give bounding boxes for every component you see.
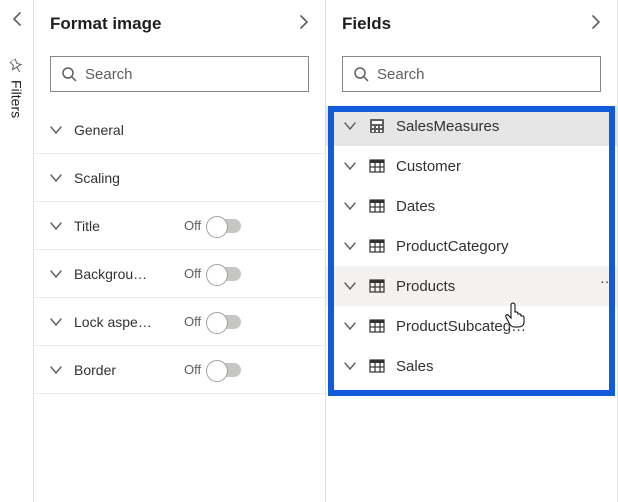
chevron-down-icon (344, 320, 358, 332)
chevron-down-icon (344, 280, 358, 292)
border-toggle[interactable]: Off (184, 362, 241, 377)
format-item-label: Lock aspe… (74, 314, 174, 330)
chevron-down-icon (50, 172, 64, 184)
format-items-list: General Scaling Title Off Backgrou… Off … (34, 106, 325, 394)
field-item-salesmeasures[interactable]: SalesMeasures (326, 106, 617, 146)
field-item-customer[interactable]: Customer (326, 146, 617, 186)
field-item-dates[interactable]: Dates (326, 186, 617, 226)
field-item-productcategory[interactable]: ProductCategory (326, 226, 617, 266)
cursor-hand-icon (504, 302, 526, 331)
toggle-switch-icon (207, 219, 241, 233)
pin-icon (7, 57, 26, 78)
format-panel: Format image General Scaling Title Off (34, 0, 326, 502)
format-item-border[interactable]: Border Off (34, 346, 325, 394)
toggle-state-text: Off (184, 266, 201, 281)
toggle-switch-icon (207, 267, 241, 281)
format-item-label: Border (74, 362, 174, 378)
chevron-down-icon (50, 268, 64, 280)
fields-panel: Fields ... SalesMeasures Customer (326, 0, 618, 502)
chevron-down-icon (344, 160, 358, 172)
left-rail: Filters (0, 0, 34, 502)
chevron-down-icon (344, 240, 358, 252)
measure-table-icon (368, 117, 386, 135)
format-search-box[interactable] (50, 56, 309, 92)
filters-tab[interactable]: Filters (9, 59, 25, 118)
fields-panel-title: Fields (342, 14, 391, 34)
lock-aspect-toggle[interactable]: Off (184, 314, 241, 329)
format-item-background[interactable]: Backgrou… Off (34, 250, 325, 298)
collapse-panel-icon[interactable] (591, 15, 601, 33)
field-item-label: Sales (396, 358, 434, 375)
search-icon (353, 66, 369, 82)
collapse-chevron-icon[interactable] (12, 12, 22, 31)
fields-search-box[interactable] (342, 56, 601, 92)
format-item-title[interactable]: Title Off (34, 202, 325, 250)
chevron-down-icon (344, 360, 358, 372)
field-item-productsubcategory[interactable]: ProductSubcateg… (326, 306, 617, 346)
table-icon (368, 357, 386, 375)
toggle-state-text: Off (184, 218, 201, 233)
format-item-label: Scaling (74, 170, 309, 186)
chevron-down-icon (50, 220, 64, 232)
fields-search-row (326, 48, 617, 106)
field-item-label: Dates (396, 198, 435, 215)
format-panel-title: Format image (50, 14, 161, 34)
format-panel-header: Format image (34, 0, 325, 48)
field-item-products[interactable]: Products (326, 266, 617, 306)
toggle-state-text: Off (184, 314, 201, 329)
field-item-label: SalesMeasures (396, 118, 499, 135)
search-icon (61, 66, 77, 82)
format-item-general[interactable]: General (34, 106, 325, 154)
chevron-down-icon (50, 316, 64, 328)
fields-table-list: ... SalesMeasures Customer Dates (326, 106, 617, 386)
format-item-label: Title (74, 218, 174, 234)
chevron-down-icon (50, 364, 64, 376)
format-search-row (34, 48, 325, 106)
format-search-input[interactable] (85, 66, 298, 83)
format-item-scaling[interactable]: Scaling (34, 154, 325, 202)
field-item-label: Customer (396, 158, 461, 175)
more-options-icon[interactable]: ... (600, 270, 615, 286)
table-icon (368, 317, 386, 335)
field-item-sales[interactable]: Sales (326, 346, 617, 386)
table-icon (368, 197, 386, 215)
toggle-state-text: Off (184, 362, 201, 377)
table-icon (368, 157, 386, 175)
format-item-lock-aspect[interactable]: Lock aspe… Off (34, 298, 325, 346)
chevron-down-icon (344, 120, 358, 132)
toggle-switch-icon (207, 315, 241, 329)
table-icon (368, 277, 386, 295)
table-icon (368, 237, 386, 255)
format-item-label: Backgrou… (74, 266, 174, 282)
title-toggle[interactable]: Off (184, 218, 241, 233)
chevron-down-icon (344, 200, 358, 212)
field-item-label: ProductCategory (396, 238, 509, 255)
toggle-switch-icon (207, 363, 241, 377)
filters-label: Filters (9, 80, 25, 118)
format-item-label: General (74, 122, 309, 138)
background-toggle[interactable]: Off (184, 266, 241, 281)
fields-search-input[interactable] (377, 66, 590, 83)
field-item-label: Products (396, 278, 455, 295)
fields-panel-header: Fields (326, 0, 617, 48)
collapse-panel-icon[interactable] (299, 15, 309, 33)
chevron-down-icon (50, 124, 64, 136)
